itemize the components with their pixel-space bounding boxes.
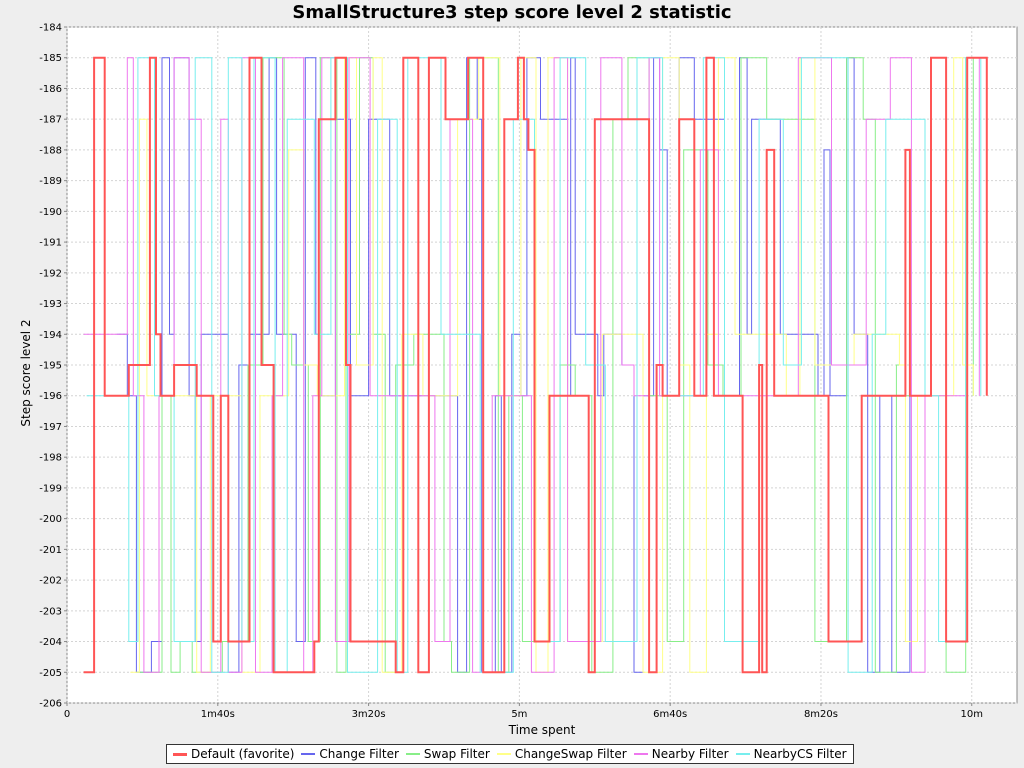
y-tick-label: -192 xyxy=(39,268,62,279)
legend-label: Nearby Filter xyxy=(651,747,729,761)
chart-title: SmallStructure3 step score level 2 stati… xyxy=(292,2,731,23)
series-lines xyxy=(83,56,988,674)
y-tick-label: -196 xyxy=(39,391,62,402)
y-tick-label: -206 xyxy=(39,699,62,710)
axis-ticks: -184 -185 -186 -187 -188 -189 -190 -191 -192 -193… xyxy=(39,23,983,721)
x-tick-label: 6m40s xyxy=(653,709,687,720)
x-tick-label: 10m xyxy=(961,709,983,720)
legend-label: ChangeSwap Filter xyxy=(514,747,627,761)
legend-item: Nearby Filter xyxy=(633,747,729,761)
y-tick-label: -193 xyxy=(39,299,62,310)
y-tick-label: -195 xyxy=(39,361,62,372)
y-tick-label: -188 xyxy=(39,145,62,156)
plot-area xyxy=(66,26,1018,704)
series-line-0 xyxy=(83,56,988,674)
legend-swatch xyxy=(173,752,187,756)
y-axis-label: Step score level 2 xyxy=(19,319,33,426)
y-tick-label: -184 xyxy=(39,23,62,34)
x-axis-label: Time spent xyxy=(508,723,576,737)
legend-swatch xyxy=(301,753,316,755)
chart-legend: Default (favorite) Change Filter Swap Filt… xyxy=(166,744,854,764)
y-tick-label: -185 xyxy=(39,53,62,64)
legend-label: NearbyCS Filter xyxy=(753,747,847,761)
legend-label: Swap Filter xyxy=(423,747,490,761)
y-tick-label: -190 xyxy=(39,207,62,218)
x-tick-label: 8m20s xyxy=(804,709,838,720)
y-tick-label: -191 xyxy=(39,238,62,249)
legend-item: Swap Filter xyxy=(405,747,490,761)
y-tick-label: -197 xyxy=(39,422,62,433)
y-tick-label: -198 xyxy=(39,453,62,464)
legend-label: Default (favorite) xyxy=(191,747,295,761)
y-tick-label: -187 xyxy=(39,115,62,126)
y-tick-label: -203 xyxy=(39,606,62,617)
legend-swatch xyxy=(633,753,648,755)
y-tick-label: -189 xyxy=(39,176,62,187)
y-tick-label: -199 xyxy=(39,483,62,494)
legend-swatch xyxy=(496,753,511,755)
legend-item: Change Filter xyxy=(301,747,399,761)
x-tick-label: 0 xyxy=(64,709,70,720)
y-tick-label: -205 xyxy=(39,668,62,679)
y-tick-label: -200 xyxy=(39,514,62,525)
legend-item: ChangeSwap Filter xyxy=(496,747,627,761)
legend-swatch xyxy=(405,753,420,755)
y-tick-label: -204 xyxy=(39,637,62,648)
x-tick-label: 3m20s xyxy=(352,709,386,720)
y-tick-label: -186 xyxy=(39,84,62,95)
legend-item: NearbyCS Filter xyxy=(735,747,847,761)
y-tick-label: -194 xyxy=(39,330,62,341)
x-tick-label: 1m40s xyxy=(201,709,235,720)
legend-label: Change Filter xyxy=(319,747,399,761)
y-tick-label: -201 xyxy=(39,545,62,556)
x-tick-label: 5m xyxy=(511,709,527,720)
legend-swatch xyxy=(735,753,750,755)
legend-item: Default (favorite) xyxy=(173,747,294,761)
series-line-5 xyxy=(86,57,982,673)
y-tick-label: -202 xyxy=(39,576,62,587)
